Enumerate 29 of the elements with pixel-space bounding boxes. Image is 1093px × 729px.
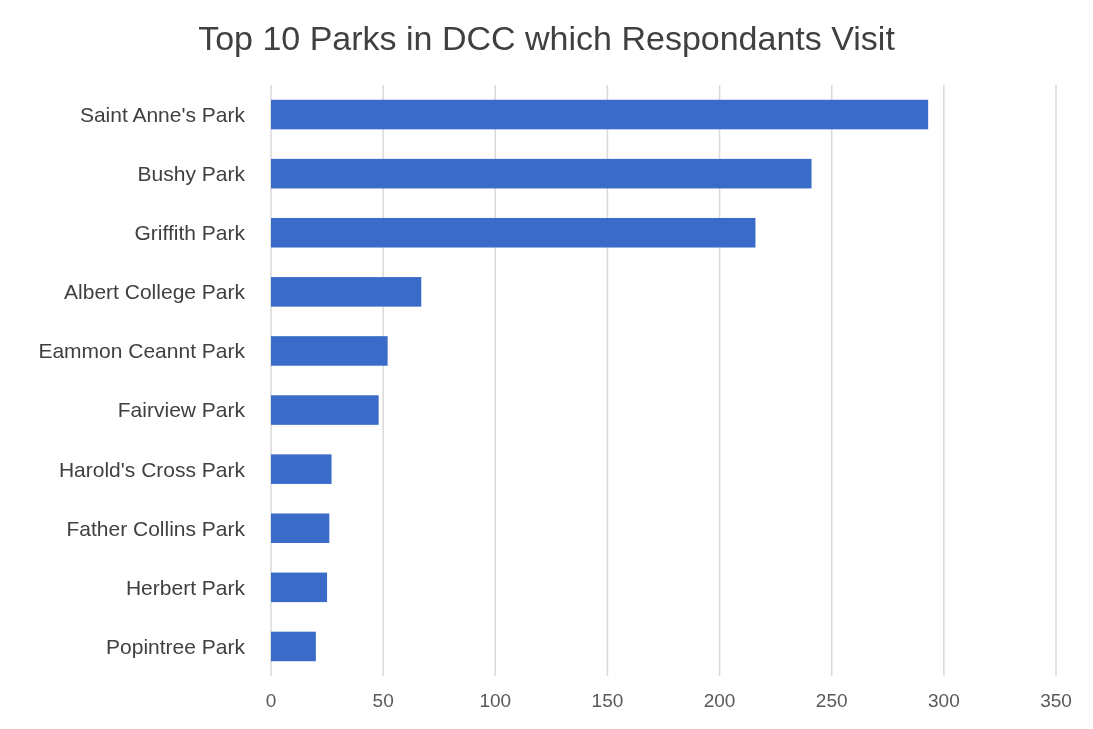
y-tick-label: Fairview Park xyxy=(117,398,246,422)
y-tick-label: Popintree Park xyxy=(106,634,246,658)
y-tick-label: Herbert Park xyxy=(125,575,246,599)
y-tick-label: Griffith Park xyxy=(134,221,246,245)
bar xyxy=(271,277,422,307)
bar xyxy=(271,99,929,130)
y-tick-label: Saint Anne's Park xyxy=(79,102,246,126)
bar xyxy=(271,513,330,544)
x-tick-label: 350 xyxy=(1040,690,1072,711)
bar xyxy=(271,395,379,425)
x-tick-label: 150 xyxy=(591,690,624,711)
y-tick-label: Father Collins Park xyxy=(66,516,246,540)
y-tick-label: Albert College Park xyxy=(64,280,246,304)
x-tick-label: 300 xyxy=(928,690,960,711)
y-tick-label: Harold's Cross Park xyxy=(58,457,246,481)
x-tick-label: 0 xyxy=(265,690,277,711)
bar xyxy=(271,217,756,248)
x-tick-label: 100 xyxy=(479,690,512,711)
chart-title: Top 10 Parks in DCC which Respondants Visit xyxy=(198,19,896,57)
y-tick-label: Eammon Ceannt Park xyxy=(38,339,246,363)
x-tick-label: 50 xyxy=(372,690,394,711)
bar xyxy=(271,631,316,662)
x-tick-label: 200 xyxy=(703,690,736,711)
bar xyxy=(271,572,328,603)
bar xyxy=(271,336,388,366)
x-tick-label: 250 xyxy=(815,690,848,711)
bar xyxy=(271,158,812,189)
y-tick-label: Bushy Park xyxy=(137,162,246,185)
bar xyxy=(271,454,332,484)
